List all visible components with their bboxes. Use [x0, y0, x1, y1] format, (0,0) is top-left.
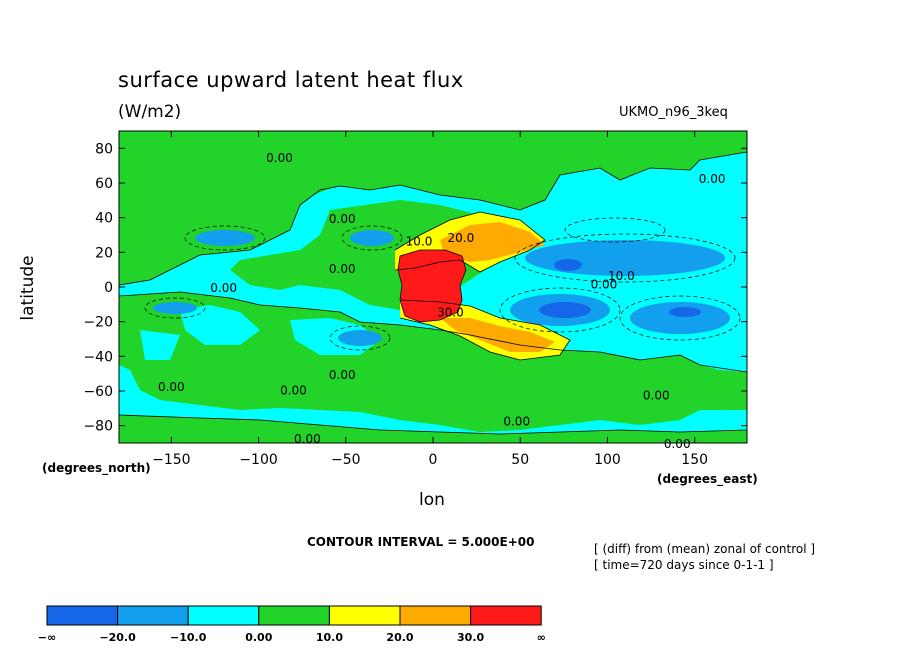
contour-label: 0.00	[591, 278, 618, 292]
negative-contour-lines	[144, 217, 741, 351]
x-tick-label: −50	[331, 452, 361, 468]
legend-label: −∞	[38, 631, 56, 644]
plot-area	[119, 131, 747, 443]
legend-swatch	[328, 605, 401, 626]
legend-swatch	[117, 605, 189, 626]
chart-units: (W/m2)	[118, 102, 182, 122]
x-tick-label: −150	[152, 452, 190, 468]
field-minus-ten-to-zero	[180, 305, 260, 345]
field-below-minus-twenty	[539, 302, 591, 318]
contour-label: 0.00	[329, 212, 356, 226]
x-axis-units: (degrees_east)	[657, 472, 758, 486]
contour-label: 0.00	[266, 151, 293, 165]
contour-label: 0.00	[294, 432, 321, 446]
field-zero-to-ten	[265, 155, 350, 215]
field-twenty-to-thirty	[440, 318, 555, 352]
legend-label: 30.0	[457, 631, 484, 644]
contour-label: 30.0	[437, 305, 464, 319]
contour-label: 0.00	[210, 281, 237, 295]
chart-title: surface upward latent heat flux	[118, 68, 464, 92]
legend-label: 10.0	[316, 631, 343, 644]
legend-label: −10.0	[170, 631, 207, 644]
contour-label: 0.00	[643, 389, 670, 403]
color-legend: −∞ −20.0 −10.0 0.00 10.0 20.0 30.0 ∞	[38, 605, 546, 644]
y-axis-units: (degrees_north)	[42, 461, 151, 475]
legend-swatch	[187, 605, 260, 626]
contour-label: 10.0	[608, 269, 635, 283]
legend-swatch	[258, 605, 330, 626]
contour-label: 0.00	[329, 368, 356, 382]
field-zero-to-ten	[119, 292, 747, 432]
legend-swatch	[470, 605, 542, 626]
contour-label: 0.00	[699, 172, 726, 186]
field-minus-ten-to-zero	[140, 330, 180, 360]
field-zero-to-ten	[119, 415, 747, 443]
legend-label: ∞	[537, 631, 546, 644]
contour-interval: CONTOUR INTERVAL = 5.000E+00	[307, 535, 535, 549]
y-tick-label: −20	[83, 315, 113, 331]
field-minus-twenty-to-minus-ten	[153, 302, 197, 314]
y-tick-label: −40	[83, 349, 113, 365]
axis-ticks: −150 −100 −50 0 50 100 150 80 60 40 20 0 −20 −40 −60 −8…	[83, 131, 747, 468]
x-tick-label: 100	[594, 452, 621, 468]
contour-label: 0.00	[329, 262, 356, 276]
field-below-minus-twenty	[554, 259, 582, 271]
note-line-2: [ time=720 days since 0-1-1 ]	[594, 558, 774, 572]
field-below-minus-twenty	[669, 307, 701, 317]
contour-label: 0.00	[158, 380, 185, 394]
x-tick-label: 150	[681, 452, 708, 468]
contour-label: 10.0	[406, 234, 433, 248]
contour-label: 20.0	[448, 231, 475, 245]
legend-label: 0.00	[245, 631, 272, 644]
field-minus-twenty-to-minus-ten	[630, 302, 730, 334]
field-minus-twenty-to-minus-ten	[338, 330, 382, 346]
contour-label: 0.00	[503, 415, 530, 429]
y-tick-label: −80	[83, 419, 113, 435]
contour-lines	[119, 151, 747, 435]
y-tick-label: 40	[95, 211, 113, 227]
field-minus-twenty-to-minus-ten	[350, 230, 394, 246]
x-tick-label: −100	[239, 452, 277, 468]
x-tick-label: 0	[429, 452, 438, 468]
y-tick-label: 0	[104, 280, 113, 296]
y-tick-label: 20	[95, 245, 113, 261]
y-tick-label: −60	[83, 384, 113, 400]
legend-swatch	[46, 605, 119, 626]
y-tick-label: 80	[95, 141, 113, 157]
legend-swatch	[399, 605, 472, 626]
field-minus-twenty-to-minus-ten	[195, 230, 255, 246]
x-tick-label: 50	[511, 452, 529, 468]
y-tick-label: 60	[95, 176, 113, 192]
legend-label: −20.0	[99, 631, 136, 644]
contour-label: 0.00	[664, 437, 691, 451]
note-line-1: [ (diff) from (mean) zonal of control ]	[594, 542, 816, 556]
legend-label: 20.0	[386, 631, 413, 644]
model-name: UKMO_n96_3keq	[619, 105, 728, 120]
contour-label: 0.00	[280, 383, 307, 397]
x-axis-label: lon	[419, 490, 445, 510]
